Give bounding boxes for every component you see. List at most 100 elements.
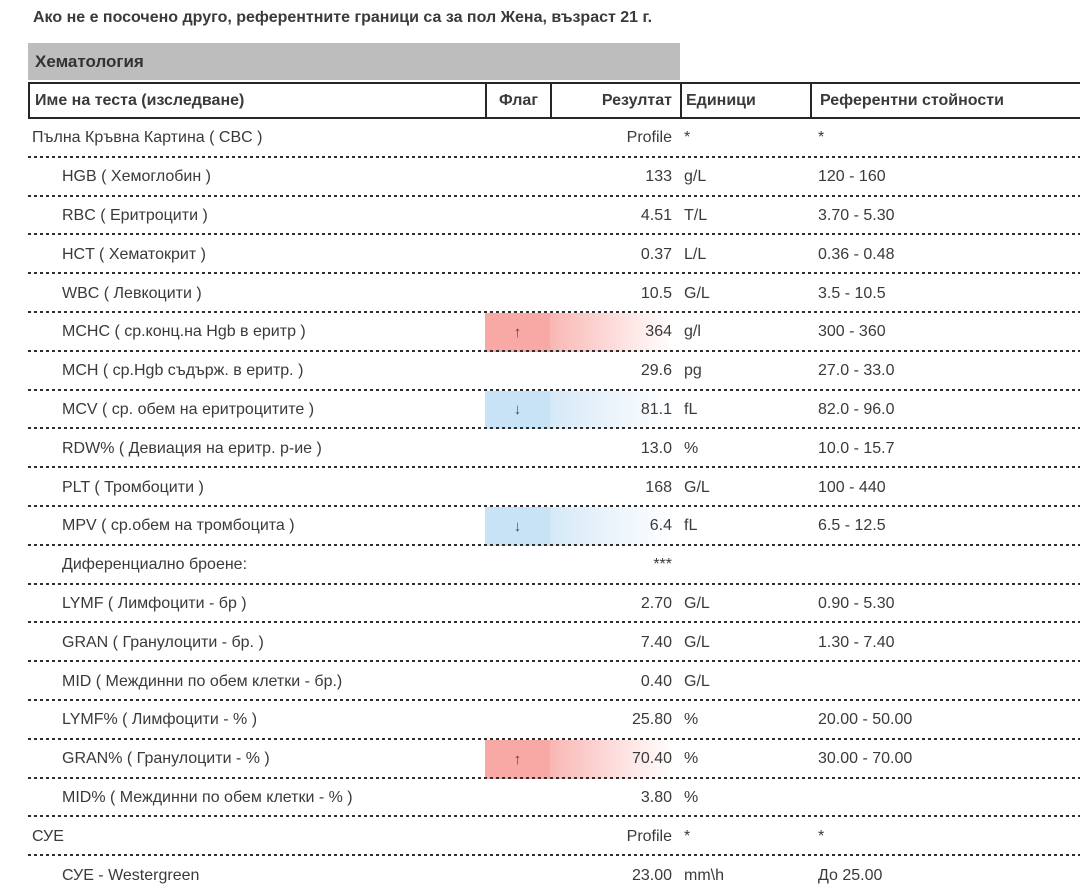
flag-cell <box>485 585 550 624</box>
table-row: MID% ( Междинни по обем клетки - % ) 3.8… <box>28 779 1080 818</box>
column-header-units: Единици <box>682 84 812 117</box>
units-value: % <box>684 711 699 729</box>
test-name: GRAN% ( Гранулоцити - % ) <box>62 750 270 768</box>
units-value: fL <box>684 517 698 535</box>
result-value: 29.6 <box>640 362 672 380</box>
table-row: WBC ( Левкоцити ) 10.5 G/L 3.5 - 10.5 <box>28 274 1080 313</box>
reference-range: 0.36 - 0.48 <box>818 245 895 263</box>
reference-range: 300 - 360 <box>818 323 886 341</box>
flag-cell <box>485 817 550 856</box>
results-table-header: Име на теста (изследване) Флаг Резултат … <box>28 82 1080 119</box>
reference-range: 20.00 - 50.00 <box>818 711 913 729</box>
test-name: MCHC ( ср.конц.на Hgb в еритр ) <box>62 323 306 341</box>
flag-cell <box>485 701 550 740</box>
units-value: % <box>684 788 699 806</box>
test-name: LYMF% ( Лимфоцити - % ) <box>62 711 258 729</box>
flag-arrow-icon: ↓ <box>513 401 522 419</box>
units-value: mm\h <box>684 866 724 884</box>
result-value: 25.80 <box>631 711 672 729</box>
result-value: *** <box>653 556 672 574</box>
table-row: RBC ( Еритроцити ) 4.51 T/L 3.70 - 5.30 <box>28 197 1080 236</box>
table-row: LYMF% ( Лимфоцити - % ) 25.80 % 20.00 - … <box>28 701 1080 740</box>
units-value: g/l <box>684 323 701 341</box>
flag-cell: ↓ <box>485 506 550 546</box>
units-value: g/L <box>684 168 707 186</box>
reference-range: * <box>818 827 825 845</box>
reference-range: 10.0 - 15.7 <box>818 439 895 457</box>
table-row: HCT ( Хематокрит ) 0.37 L/L 0.36 - 0.48 <box>28 235 1080 274</box>
test-name: GRAN ( Гранулоцити - бр. ) <box>62 633 264 651</box>
test-name: MID% ( Междинни по обем клетки - % ) <box>62 788 353 806</box>
units-value: % <box>684 750 699 768</box>
test-name: WBC ( Левкоцити ) <box>62 284 202 302</box>
test-name: HCT ( Хематокрит ) <box>62 245 206 263</box>
units-value: % <box>684 439 699 457</box>
result-value: 13.0 <box>640 439 672 457</box>
column-header-result: Резултат <box>552 84 682 117</box>
flag-cell <box>485 623 550 662</box>
table-row: RDW% ( Девиация на еритр. р-ие ) 13.0 % … <box>28 429 1080 468</box>
result-value: 133 <box>645 168 672 186</box>
reference-range: * <box>818 129 825 147</box>
flag-cell: ↑ <box>485 739 550 779</box>
flag-cell <box>485 274 550 313</box>
flag-cell <box>485 429 550 468</box>
test-name: RBC ( Еритроцити ) <box>62 206 208 224</box>
table-row: HGB ( Хемоглобин ) 133 g/L 120 - 160 <box>28 158 1080 197</box>
reference-range: 1.30 - 7.40 <box>818 633 895 651</box>
table-row: MCH ( ср.Hgb съдърж. в еритр. ) 29.6 pg … <box>28 352 1080 391</box>
reference-range: 120 - 160 <box>818 168 886 186</box>
test-name: MPV ( ср.обем на тромбоцита ) <box>62 517 295 535</box>
flag-arrow-icon: ↓ <box>513 517 522 535</box>
test-name: LYMF ( Лимфоцити - бр ) <box>62 594 247 612</box>
test-name: HGB ( Хемоглобин ) <box>62 168 211 186</box>
result-value: 81.1 <box>550 390 680 430</box>
results-table-body: Пълна Кръвна Картина ( CBC ) Profile * *… <box>28 119 1080 895</box>
result-value: 168 <box>645 478 672 496</box>
reference-range: 0.90 - 5.30 <box>818 594 895 612</box>
test-name: СУЕ <box>32 827 64 845</box>
test-name: MCV ( ср. обем на еритроцитите ) <box>62 400 315 418</box>
reference-note: Ако не е посочено друго, референтните гр… <box>33 9 653 26</box>
result-value: 0.40 <box>640 672 672 690</box>
flag-cell <box>485 352 550 391</box>
flag-cell <box>485 235 550 274</box>
units-value: G/L <box>684 633 710 651</box>
test-name: MID ( Междинни по обем клетки - бр.) <box>62 672 343 690</box>
flag-cell <box>485 662 550 701</box>
units-value: fL <box>684 400 698 418</box>
result-value: 10.5 <box>640 284 672 302</box>
column-header-test-name: Име на теста (изследване) <box>30 84 487 117</box>
table-row: GRAN% ( Гранулоцити - % ) ↑ 70.40 % 30.0… <box>28 739 1080 779</box>
test-name: MCH ( ср.Hgb съдърж. в еритр. ) <box>62 362 304 380</box>
table-row: MCHC ( ср.конц.на Hgb в еритр ) ↑ 364 g/… <box>28 312 1080 352</box>
units-value: G/L <box>684 594 710 612</box>
result-value: Profile <box>626 827 672 845</box>
result-value: 2.70 <box>640 594 672 612</box>
test-name: Диференциално броене: <box>62 556 248 574</box>
table-row: MID ( Междинни по обем клетки - бр.) 0.4… <box>28 662 1080 701</box>
test-name: Пълна Кръвна Картина ( CBC ) <box>32 129 263 147</box>
column-header-flag: Флаг <box>487 84 552 117</box>
column-header-reference: Референтни стойности <box>820 91 1004 109</box>
table-row: MCV ( ср. обем на еритроцитите ) ↓ 81.1 … <box>28 390 1080 430</box>
result-value: 364 <box>550 312 680 352</box>
reference-range: 3.5 - 10.5 <box>818 284 886 302</box>
reference-range: 30.00 - 70.00 <box>818 750 913 768</box>
result-value: 4.51 <box>640 206 672 224</box>
reference-range <box>810 779 1080 818</box>
reference-range: 27.0 - 33.0 <box>818 362 895 380</box>
units-value: G/L <box>684 284 710 302</box>
reference-range: 6.5 - 12.5 <box>818 517 886 535</box>
units-value: * <box>684 827 691 845</box>
section-title: Хематология <box>35 51 144 71</box>
result-value: 23.00 <box>631 866 672 884</box>
units-value: * <box>684 129 691 147</box>
result-value: 70.40 <box>550 739 680 779</box>
result-value: 3.80 <box>640 788 672 806</box>
result-value: Profile <box>626 129 672 147</box>
units-value: G/L <box>684 672 710 690</box>
flag-cell <box>485 468 550 507</box>
table-row: Диференциално броене: *** <box>28 546 1080 585</box>
test-name: СУЕ - Westergreen <box>62 866 200 884</box>
